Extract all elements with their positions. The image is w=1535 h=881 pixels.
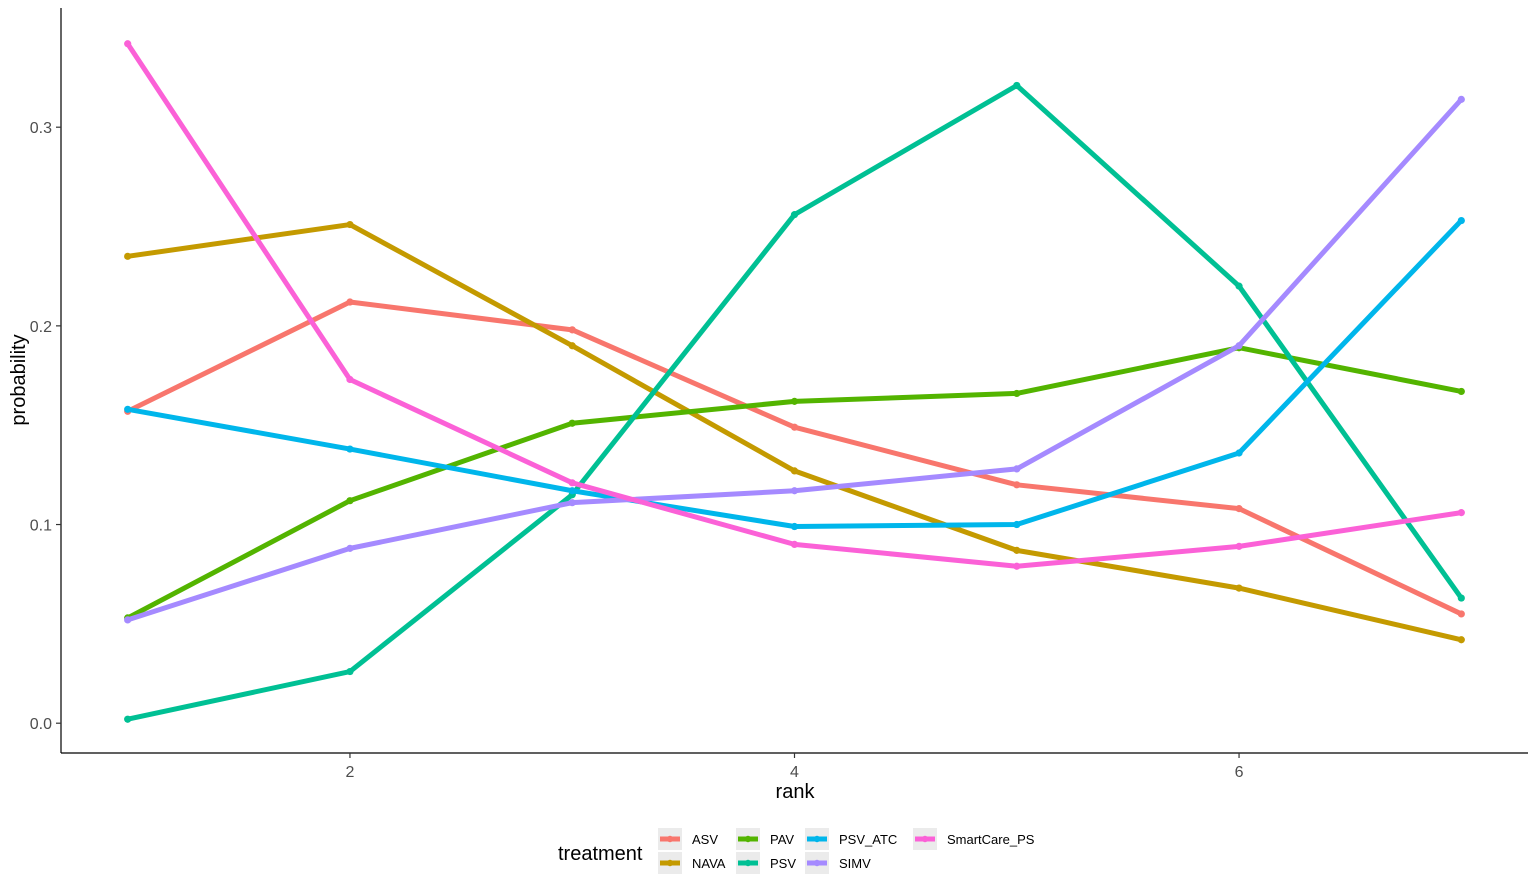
- legend-key-point: [744, 835, 752, 843]
- y-tick-label: 0.0: [30, 716, 52, 733]
- data-point-nava: [1013, 546, 1021, 554]
- data-point-psv-atc: [1235, 449, 1243, 457]
- data-point-pav: [1457, 387, 1465, 396]
- data-point-smartcare-ps: [124, 40, 132, 48]
- data-point-smartcare-ps: [346, 375, 354, 384]
- legend-title: treatment: [558, 843, 643, 865]
- series-line-psv-atc: [125, 218, 1464, 530]
- x-tick-label: 2: [346, 764, 355, 781]
- data-point-nava: [1235, 584, 1243, 592]
- legend-key-point: [921, 835, 929, 843]
- data-point-asv: [790, 423, 799, 431]
- legend-label: SIMV: [839, 856, 871, 871]
- data-point-simv: [124, 616, 132, 624]
- legend-label: PSV: [770, 856, 796, 871]
- data-point-psv: [790, 211, 799, 219]
- series-pav: [124, 344, 1465, 622]
- data-point-smartcare-ps: [1013, 562, 1021, 570]
- data-point-psv-atc: [1013, 520, 1021, 529]
- data-point-smartcare-ps: [1457, 509, 1465, 517]
- legend-item-psv-atc: PSV_ATC: [805, 828, 897, 850]
- legend-key-point: [666, 859, 674, 867]
- series-lines: [124, 40, 1465, 723]
- data-point-simv: [790, 487, 799, 495]
- y-axis-title: probability: [8, 334, 30, 425]
- y-ticks: 0.0 0.1 0.2 0.3: [30, 120, 61, 733]
- legend-key-point: [666, 835, 674, 843]
- data-point-psv: [1235, 282, 1243, 290]
- data-point-simv: [1235, 342, 1243, 350]
- data-point-psv: [1013, 81, 1021, 90]
- legend-key-point: [744, 859, 752, 867]
- data-point-psv: [124, 715, 132, 723]
- data-point-smartcare-ps: [1235, 542, 1243, 550]
- legend-item-psv: PSV: [736, 852, 796, 874]
- data-point-pav: [790, 397, 799, 405]
- series-psv: [124, 81, 1465, 723]
- data-point-nava: [568, 342, 576, 350]
- data-point-psv-atc: [346, 445, 354, 453]
- data-point-pav: [346, 497, 354, 505]
- legend-item-asv: ASV: [658, 828, 718, 850]
- y-tick-label: 0.2: [30, 319, 52, 336]
- x-ticks: 2 4 6: [346, 753, 1244, 781]
- legend-item-simv: SIMV: [805, 852, 871, 874]
- series-smartcare-ps: [124, 40, 1465, 570]
- legend-label: PSV_ATC: [839, 832, 897, 847]
- series-nava: [124, 220, 1465, 644]
- x-tick-label: 6: [1235, 764, 1244, 781]
- data-point-simv: [346, 544, 354, 552]
- data-point-asv: [346, 298, 354, 306]
- legend-label: NAVA: [692, 856, 726, 871]
- data-point-asv: [1235, 505, 1243, 513]
- data-point-simv: [1013, 465, 1021, 473]
- data-point-nava: [790, 467, 799, 475]
- series-psv-atc: [124, 216, 1465, 531]
- data-point-asv: [568, 326, 576, 334]
- legend-label: SmartCare_PS: [947, 832, 1035, 847]
- legend-key-point: [813, 835, 821, 843]
- x-tick-label: 4: [790, 764, 799, 781]
- legend-key-point: [813, 859, 821, 867]
- x-axis-title: rank: [776, 781, 816, 803]
- data-point-psv: [346, 667, 354, 676]
- data-point-smartcare-ps: [568, 479, 576, 487]
- data-point-nava: [1457, 636, 1465, 644]
- legend-item-smartcare-ps: SmartCare_PS: [913, 828, 1035, 850]
- data-point-simv: [568, 499, 576, 507]
- data-point-pav: [568, 419, 576, 427]
- data-point-nava: [346, 220, 354, 229]
- data-point-psv-atc: [790, 522, 799, 531]
- legend-item-nava: NAVA: [658, 852, 726, 874]
- data-point-pav: [1013, 389, 1021, 398]
- data-point-asv: [1013, 481, 1021, 489]
- data-point-psv-atc: [1457, 216, 1465, 225]
- legend-item-pav: PAV: [736, 828, 794, 850]
- data-point-asv: [1457, 610, 1465, 618]
- data-point-psv-atc: [124, 405, 132, 413]
- legend-label: ASV: [692, 832, 718, 847]
- data-point-nava: [124, 252, 132, 260]
- series-line-pav: [125, 345, 1464, 621]
- legend-label: PAV: [770, 832, 794, 847]
- data-point-psv-atc: [568, 487, 576, 495]
- y-tick-label: 0.3: [30, 120, 52, 137]
- y-tick-label: 0.1: [30, 518, 52, 535]
- data-point-smartcare-ps: [790, 540, 799, 549]
- legend: treatment ASV NAVA PAV PSV PSV_ATC SIMV SmartC…: [558, 828, 1035, 874]
- data-point-simv: [1457, 95, 1465, 103]
- series-simv: [124, 95, 1465, 624]
- data-point-psv: [1457, 594, 1465, 602]
